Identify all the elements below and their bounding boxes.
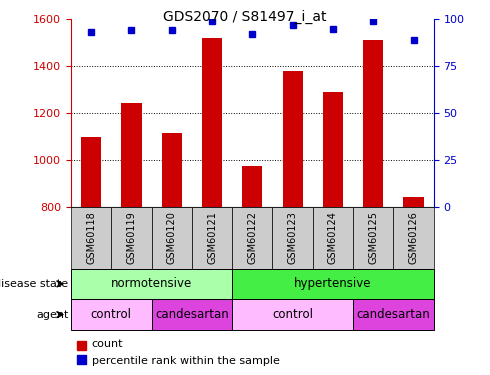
Bar [242,166,263,207]
Bar [77,355,86,364]
Bar [151,207,192,268]
Bar [77,341,86,350]
Text: control: control [91,308,132,321]
Text: GSM60120: GSM60120 [167,211,177,264]
Text: count: count [92,339,123,349]
Bar [363,40,383,207]
Text: hypertensive: hypertensive [294,278,372,290]
Bar [313,207,353,268]
Text: GSM60124: GSM60124 [328,211,338,264]
Bar [353,207,393,268]
Bar [71,268,232,299]
Text: GSM60118: GSM60118 [86,211,96,264]
Bar [81,138,101,207]
Bar [353,299,434,330]
Bar [111,207,151,268]
Text: candesartan: candesartan [155,308,229,321]
Text: agent: agent [36,310,69,320]
Bar [272,207,313,268]
Bar [202,38,222,207]
Text: GSM60121: GSM60121 [207,211,217,264]
Text: GSM60125: GSM60125 [368,211,378,264]
Text: GSM60119: GSM60119 [126,211,137,264]
Text: control: control [272,308,313,321]
Text: normotensive: normotensive [111,278,192,290]
Bar [151,299,232,330]
Bar [232,207,272,268]
Bar [71,207,111,268]
Text: GSM60122: GSM60122 [247,211,257,264]
Bar [232,268,434,299]
Text: GDS2070 / S81497_i_at: GDS2070 / S81497_i_at [163,9,327,24]
Text: GSM60123: GSM60123 [288,211,297,264]
Bar [323,92,343,207]
Text: percentile rank within the sample: percentile rank within the sample [92,356,279,366]
Text: GSM60126: GSM60126 [409,211,418,264]
Bar [232,299,353,330]
Bar [122,104,142,207]
Bar [283,70,303,207]
Bar [71,299,151,330]
Bar [192,207,232,268]
Bar [393,207,434,268]
Bar [403,197,423,207]
Bar [162,133,182,207]
Text: candesartan: candesartan [357,308,430,321]
Text: disease state: disease state [0,279,69,289]
